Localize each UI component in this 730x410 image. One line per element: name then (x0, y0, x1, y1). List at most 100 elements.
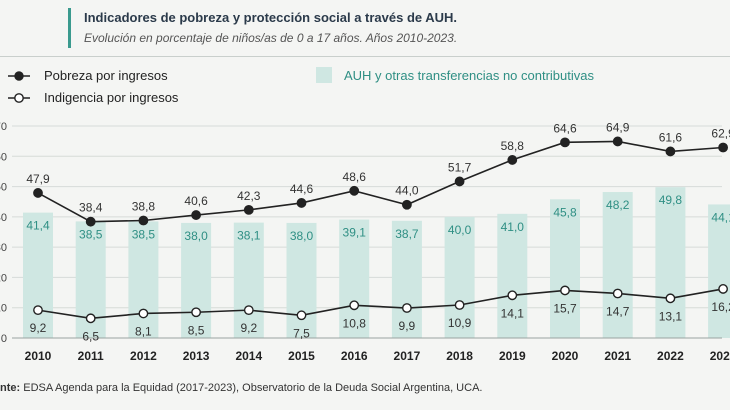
pobreza-value-label: 64,6 (553, 121, 577, 135)
pobreza-point (138, 215, 149, 226)
indigencia-value-label: 9,2 (240, 321, 257, 335)
indigencia-point (85, 313, 96, 324)
indigencia-value-label: 9,9 (399, 319, 416, 333)
auh-bar (233, 222, 264, 338)
pobreza-point (296, 198, 307, 208)
auh-bar (602, 192, 633, 338)
legend-pobreza-marker (14, 71, 24, 81)
x-tick-label: 2019 (499, 349, 526, 363)
pobreza-point (85, 216, 96, 227)
pobreza-point (560, 137, 570, 148)
auh-bar-value-label: 49,8 (659, 193, 683, 207)
x-tick-label: 2020 (552, 349, 579, 363)
y-tick-label: 60 (0, 151, 7, 163)
pobreza-value-label: 58,8 (501, 139, 525, 153)
pobreza-point (718, 142, 728, 153)
pobreza-value-label: 62,9 (711, 127, 730, 141)
x-tick-label: 2018 (446, 349, 473, 363)
x-tick-label: 2013 (183, 349, 210, 363)
auh-bar-value-label: 48,2 (606, 198, 630, 212)
auh-bar (23, 212, 53, 338)
auh-bar-value-label: 38,0 (184, 229, 208, 243)
source-label: nte: (0, 382, 21, 394)
legend-auh-label: AUH y otras transferencias no contributi… (344, 68, 594, 83)
pobreza-point (401, 199, 412, 210)
pobreza-line (37, 140, 724, 223)
indigencia-value-label: 10,9 (448, 316, 472, 330)
auh-bar-value-label: 44,1 (711, 210, 730, 224)
y-tick-label: 10 (0, 303, 7, 315)
chart-canvas: 0 10 20 30 40 50 60 70 41,4 38,5 38,5 38,0 38,1 38,0 3… (0, 67, 730, 363)
x-tick-label: 2010 (25, 349, 52, 363)
legend-auh-swatch (316, 67, 332, 83)
auh-bar-value-label: 38,1 (237, 229, 261, 243)
pobreza-value-label: 40,6 (184, 194, 208, 208)
indigencia-value-label: 6,5 (82, 329, 99, 343)
indigencia-point (191, 307, 202, 318)
x-tick-label: 2015 (288, 349, 315, 363)
pobreza-point (454, 176, 465, 187)
auh-bar-value-label: 38,7 (395, 227, 419, 241)
y-tick-label: 30 (0, 242, 7, 254)
indigencia-point (349, 300, 360, 311)
auh-bar-value-label: 38,0 (290, 229, 314, 243)
x-tick-label: 2016 (341, 349, 368, 363)
pobreza-value-label: 48,6 (343, 170, 367, 184)
x-tick-label: 2011 (78, 349, 104, 363)
pobreza-point (243, 204, 254, 215)
auh-bar-value-label: 41,0 (501, 220, 525, 234)
y-tick-label: 0 (1, 333, 7, 345)
x-tick-label: 2023 (710, 349, 730, 363)
indigencia-point (718, 284, 728, 294)
y-tick-label: 20 (0, 272, 7, 284)
indigencia-point (33, 305, 43, 316)
pobreza-value-label: 38,4 (79, 201, 103, 215)
auh-bar (655, 187, 686, 338)
legend-pobreza-label: Pobreza por ingresos (44, 68, 168, 83)
indigencia-value-label: 15,7 (553, 301, 577, 315)
indigencia-value-label: 14,7 (606, 304, 630, 318)
header-divider (0, 56, 730, 57)
pobreza-value-label: 44,6 (290, 182, 314, 196)
indigencia-value-label: 9,2 (30, 321, 47, 335)
auh-bar-value-label: 38,5 (132, 227, 156, 241)
x-tick-label: 2022 (657, 349, 684, 363)
auh-bar (391, 220, 422, 338)
indigencia-value-label: 16,2 (711, 300, 730, 314)
legend-indigencia-marker (14, 93, 24, 103)
indigencia-point (507, 290, 518, 301)
indigencia-point (612, 288, 623, 299)
pobreza-value-label: 64,9 (606, 120, 630, 134)
indigencia-value-label: 7,5 (293, 326, 310, 340)
indigencia-point (454, 300, 465, 310)
indigencia-point (560, 285, 570, 296)
y-tick-label: 40 (0, 212, 7, 224)
pobreza-point (507, 155, 518, 165)
auh-bar (550, 199, 580, 338)
indigencia-value-label: 10,8 (343, 316, 367, 330)
chart-header: Indicadores de pobreza y protección soci… (0, 0, 730, 52)
auh-bar (339, 219, 370, 338)
auh-bar-value-label: 40,0 (448, 223, 472, 237)
chart-subtitle: Evolución en porcentaje de niños/as de 0… (84, 31, 458, 45)
pobreza-value-label: 61,6 (659, 130, 683, 144)
x-tick-label: 2017 (394, 349, 421, 363)
indigencia-value-label: 8,5 (188, 323, 205, 337)
auh-bar (181, 222, 212, 338)
x-tick-label: 2021 (604, 349, 631, 363)
auh-bar (444, 216, 475, 338)
pobreza-point (612, 136, 623, 147)
auh-bar-value-label: 45,8 (553, 205, 577, 219)
pobreza-value-label: 51,7 (448, 160, 472, 174)
indigencia-point (296, 310, 307, 321)
indigencia-point (665, 293, 676, 304)
indigencia-point (243, 305, 254, 316)
auh-bar (128, 221, 159, 338)
indigencia-value-label: 8,1 (135, 324, 152, 338)
auh-bar-value-label: 39,1 (343, 226, 367, 240)
legend-indigencia-label: Indigencia por ingresos (44, 90, 179, 105)
pobreza-value-label: 47,9 (26, 172, 50, 186)
auh-bar-value-label: 41,4 (26, 219, 50, 233)
x-tick-label: 2014 (235, 349, 262, 363)
pobreza-point (665, 146, 676, 157)
